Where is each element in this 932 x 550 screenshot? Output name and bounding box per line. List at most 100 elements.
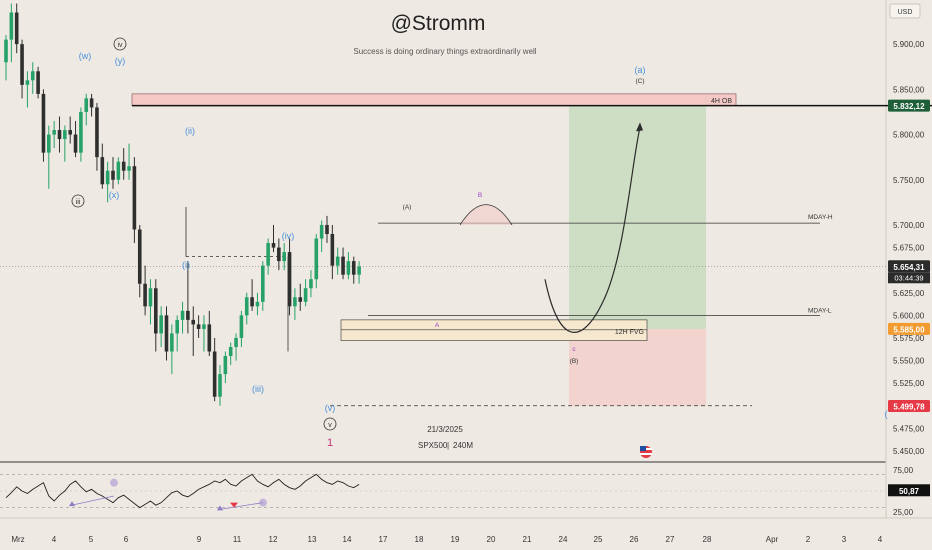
wave-label: B [478,192,482,199]
chart-subtitle: Success is doing ordinary things extraor… [353,47,536,56]
last-price-tag: 5.654,31 [893,263,925,272]
candle-body [239,315,244,338]
time-axis[interactable]: Mrz 4 5 6 9 11 12 13 14 17 18 19 20 21 24 25 26 27 28 Apr 2 3… [11,535,882,544]
us-flag-icon[interactable] [640,446,652,458]
candle-body [266,243,270,266]
stop-price-tag: 5.499,78 [893,402,925,411]
candle-body [154,288,158,334]
candle-body [84,98,89,112]
candle-body [351,261,356,275]
wave-label: (C) [635,78,644,85]
rsi-value: 50,87 [899,487,920,496]
candle-body [25,80,30,85]
wave-label: (A) [403,204,412,211]
candle-body [148,288,153,307]
time-tick: 3 [842,535,847,544]
time-tick: 4 [878,535,883,544]
time-tick: 4 [52,535,57,544]
stop-price-tag-bg [888,399,930,412]
candle-body [282,252,286,262]
wave-label: iv [117,42,123,49]
candle-body [132,166,137,230]
currency-box[interactable] [889,3,921,19]
candle-body [170,333,174,352]
time-tick: 14 [343,535,352,544]
countdown-tag: 03:44:39 [894,273,923,282]
wave-label: (iii) [252,384,264,394]
candle-body [250,297,254,307]
candle-body [175,319,179,334]
candle-body [196,324,201,329]
wave-label: (ii) [185,126,195,136]
candle-body [191,319,196,325]
candle-body [298,297,303,302]
candle-body [116,161,121,180]
candles-layer [4,3,361,406]
time-tick: 27 [666,535,675,544]
candle-body [277,247,281,262]
candle-body [186,310,190,320]
candle-body [111,170,115,180]
candle-body [309,279,313,289]
candle-body [79,111,83,153]
time-tick: 12 [269,535,278,544]
rsi-divergence-line [219,502,264,510]
candle-body [202,324,206,329]
candle-body [95,107,99,158]
candle-body [314,238,319,280]
time-tick: 11 [233,535,242,544]
candle-body [52,130,56,135]
candle-body [143,283,147,307]
rsi-tick: 75,00 [893,466,914,475]
wave-label: c [572,346,576,353]
rsi-value-bg [888,484,930,497]
wave-label: (w) [79,51,92,61]
price-tick: 5.800,00 [893,131,925,140]
candle-body [14,12,19,45]
wave-label: iii [76,199,81,206]
rsi-divergence-dot [110,478,118,487]
candle-body [68,130,72,135]
time-tick: 28 [703,535,712,544]
rsi-pane[interactable]: 75,00 25,00 50,87 [0,466,930,517]
candle-body [207,324,212,352]
candle-body [4,39,8,63]
guide-lines: MDAY-H MDAY-L [0,0,932,519]
time-tick: 9 [197,535,202,544]
wave-circle [71,194,85,208]
candle-body [261,265,265,302]
candle-body [121,161,126,171]
wave-circle [113,37,127,51]
time-tick: 24 [559,535,568,544]
candle-body [244,297,249,316]
price-tick: 5.525,00 [893,379,925,388]
candle-body [357,266,361,275]
entry-price-tag: 5.585,00 [893,325,925,334]
wave-label: 1 [327,437,333,449]
candle-body [180,310,185,320]
price-tick: 5.600,00 [893,311,925,320]
price-tick: 5.900,00 [893,40,925,49]
price-tick: 5.450,00 [893,447,925,456]
price-tick: 5.750,00 [893,176,925,185]
rsi-line [5,473,360,509]
time-tick: 2 [806,535,811,544]
time-tick: 17 [379,535,388,544]
chart-title: @Stromm [391,12,486,35]
price-tick: 5.575,00 [893,334,925,343]
currency-label: USD [898,9,913,16]
price-axis[interactable]: 5.900,00 5.850,00 5.800,00 5.750,00 5.700,00… [893,40,925,456]
time-tick: Mrz [11,535,24,544]
time-tick: 6 [124,535,129,544]
projection-path [544,127,641,333]
symbol-label: SPX500 [418,441,448,450]
candle-body [41,93,46,153]
wave-label: (v) [325,403,336,413]
wave-label: (a) [635,65,646,75]
wave-label: v [328,422,332,429]
projection-arrow-icon [636,122,643,132]
candle-body [89,98,94,108]
candle-body [57,130,62,140]
